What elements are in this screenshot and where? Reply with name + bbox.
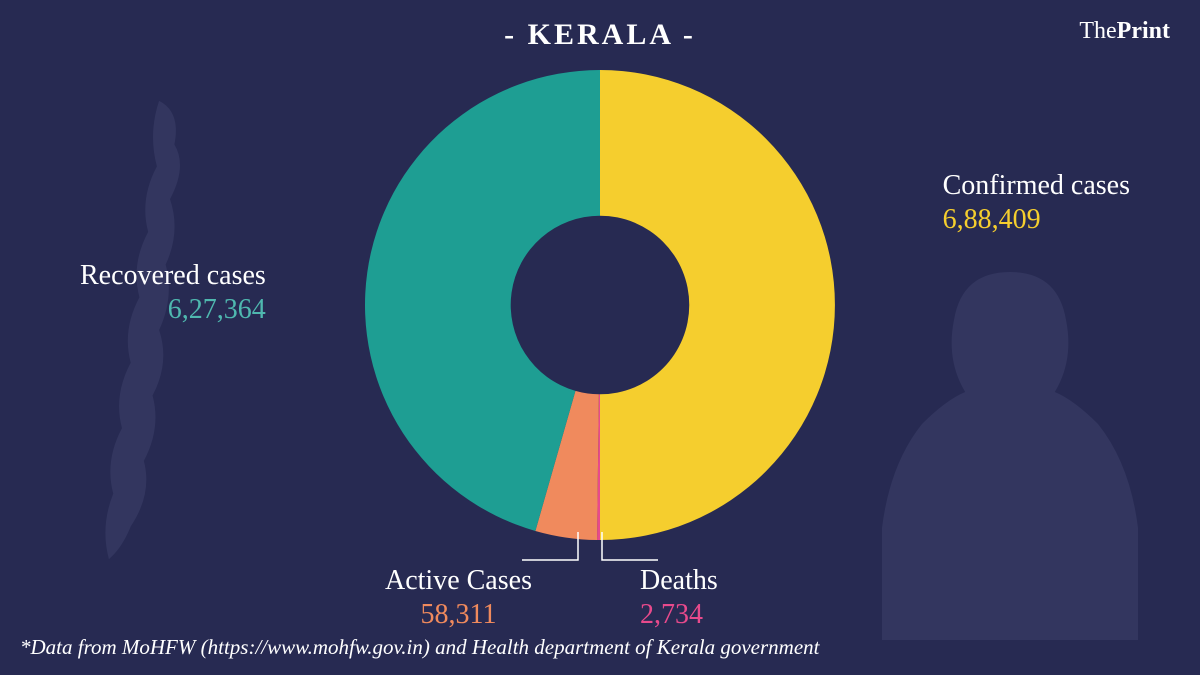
- connector-active: [520, 530, 580, 570]
- label-recovered-value: 6,27,364: [80, 294, 266, 326]
- chart-title: - KERALA -: [504, 18, 696, 52]
- label-active-value: 58,311: [385, 599, 532, 631]
- label-deaths-value: 2,734: [640, 599, 718, 631]
- slice-confirmed: [600, 70, 835, 540]
- label-confirmed-value: 6,88,409: [943, 204, 1130, 236]
- person-silhouette: [850, 240, 1170, 640]
- label-recovered: Recovered cases 6,27,364: [80, 260, 266, 326]
- data-source-footnote: *Data from MoHFW (https://www.mohfw.gov.…: [20, 635, 819, 660]
- label-deaths: Deaths 2,734: [640, 565, 718, 631]
- logo-part-the: The: [1079, 18, 1116, 44]
- label-active: Active Cases 58,311: [385, 565, 532, 631]
- connector-deaths: [600, 530, 660, 570]
- donut-svg: [350, 55, 850, 555]
- label-active-title: Active Cases: [385, 565, 532, 597]
- label-recovered-title: Recovered cases: [80, 260, 266, 292]
- label-deaths-title: Deaths: [640, 565, 718, 597]
- logo-part-print: Print: [1117, 18, 1170, 44]
- label-confirmed-title: Confirmed cases: [943, 170, 1130, 202]
- label-confirmed: Confirmed cases 6,88,409: [943, 170, 1130, 236]
- publisher-logo: ThePrint: [1079, 18, 1170, 45]
- kerala-map-silhouette: [60, 90, 280, 570]
- donut-chart: [350, 55, 850, 555]
